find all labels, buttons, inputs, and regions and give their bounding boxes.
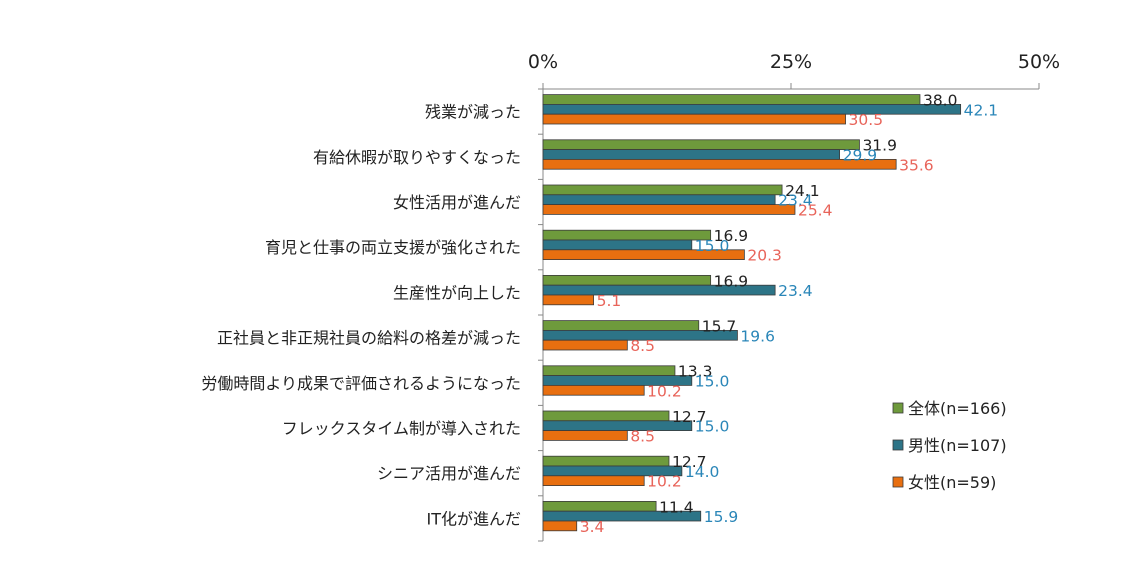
data-label: 23.4	[778, 282, 813, 300]
category-label: 労働時間より成果で評価されるようになった	[201, 374, 521, 393]
data-label: 30.5	[849, 111, 884, 129]
legend-label: 女性(n=59)	[908, 473, 996, 492]
data-label: 24.1	[785, 182, 820, 200]
category-label: シニア活用が進んだ	[377, 464, 521, 483]
bar	[542, 365, 676, 376]
bar	[542, 384, 645, 396]
category-label: 生産性が向上した	[393, 283, 521, 302]
bar	[542, 139, 860, 151]
category-label: 有給休暇が取りやすくなった	[313, 148, 521, 167]
bar	[542, 320, 700, 331]
bar	[542, 274, 712, 286]
bar	[542, 500, 657, 512]
bar	[542, 194, 776, 206]
bar	[542, 475, 645, 486]
x-tick-label: 25%	[770, 51, 812, 73]
bar	[542, 249, 745, 261]
legend-label: 男性(n=107)	[908, 436, 1007, 455]
data-label: 12.7	[672, 453, 707, 471]
category-label: 正社員と非正規社員の給料の格差が減った	[217, 329, 521, 348]
bar	[542, 184, 783, 196]
data-label: 14.0	[685, 463, 720, 481]
data-label: 10.2	[647, 473, 682, 491]
bar	[542, 510, 702, 522]
category-label: 女性活用が進んだ	[393, 193, 521, 212]
x-tick-label: 0%	[528, 51, 558, 73]
legend: 全体(n=166) 男性(n=107) 女性(n=59)	[892, 399, 1007, 492]
legend-swatch	[892, 476, 904, 488]
category-label: IT化が進んだ	[427, 509, 522, 528]
bar	[542, 329, 738, 341]
legend-swatch	[892, 402, 904, 414]
bar	[542, 204, 796, 215]
bar	[542, 113, 846, 125]
data-label: 38.0	[923, 92, 958, 110]
category-label: 残業が減った	[425, 103, 521, 122]
data-label: 8.5	[630, 337, 655, 355]
axis-layer: 0% 25% 50% 残業が減った有給休暇が取りやすくなった女性活用が進んだ育児と仕事…	[201, 51, 1060, 542]
label-layer: 38.0 31.9 24.1 16.9 16.9 15.7 13.3 12.7 12.7 11.4…	[580, 92, 998, 536]
bar-layer	[542, 94, 962, 532]
data-label: 29.9	[843, 147, 878, 165]
data-label: 16.9	[714, 272, 749, 290]
data-label: 25.4	[798, 202, 833, 220]
data-label: 10.2	[647, 382, 682, 400]
bar	[542, 339, 628, 351]
data-label: 12.7	[672, 408, 707, 426]
data-label: 31.9	[862, 137, 897, 155]
data-label: 20.3	[747, 247, 782, 265]
data-label: 3.4	[580, 518, 605, 536]
bar	[542, 229, 712, 241]
bar	[542, 294, 594, 306]
bar	[542, 455, 670, 467]
data-label: 35.6	[899, 156, 934, 174]
x-tick-label: 50%	[1018, 51, 1060, 73]
bar	[542, 284, 776, 296]
data-label: 19.6	[740, 327, 775, 345]
data-label: 11.4	[659, 498, 694, 516]
bar	[542, 94, 921, 105]
bar	[542, 430, 628, 441]
data-label: 13.3	[678, 363, 713, 381]
data-label: 15.7	[702, 318, 737, 336]
data-label: 42.1	[964, 101, 999, 119]
data-label: 8.5	[630, 428, 655, 446]
bar	[542, 149, 841, 160]
bar	[542, 239, 693, 251]
bar	[542, 520, 578, 532]
bar	[542, 104, 962, 115]
legend-swatch	[892, 439, 904, 451]
data-label: 15.0	[695, 237, 730, 255]
data-label: 15.9	[704, 508, 739, 526]
data-label: 23.4	[778, 192, 813, 210]
data-label: 15.0	[695, 418, 730, 436]
category-label: 育児と仕事の両立支援が強化された	[265, 238, 521, 257]
category-label: フレックスタイム制が導入された	[282, 419, 521, 438]
bar	[542, 410, 670, 422]
bar	[542, 158, 897, 170]
legend-label: 全体(n=166)	[908, 399, 1007, 418]
data-label: 16.9	[714, 227, 749, 245]
bar	[542, 420, 693, 431]
data-label: 15.0	[695, 373, 730, 391]
data-label: 5.1	[597, 292, 622, 310]
